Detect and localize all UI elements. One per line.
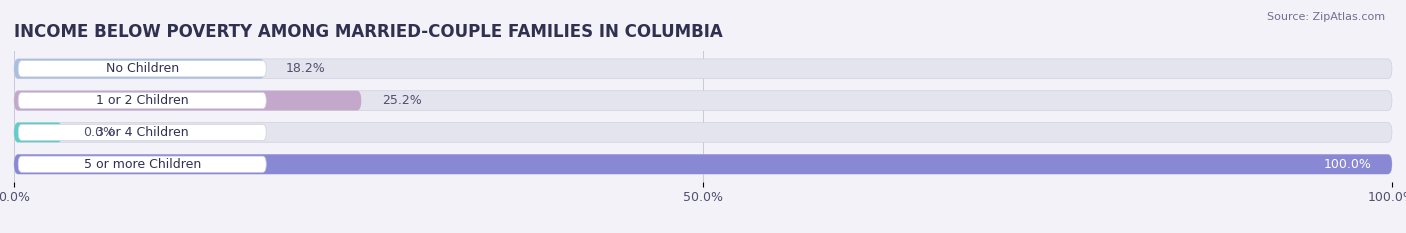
FancyBboxPatch shape: [14, 123, 62, 142]
Text: 18.2%: 18.2%: [285, 62, 325, 75]
FancyBboxPatch shape: [18, 124, 266, 140]
FancyBboxPatch shape: [14, 59, 1392, 79]
FancyBboxPatch shape: [14, 91, 1392, 110]
FancyBboxPatch shape: [14, 91, 361, 110]
Text: 3 or 4 Children: 3 or 4 Children: [96, 126, 188, 139]
FancyBboxPatch shape: [18, 156, 266, 172]
Text: 100.0%: 100.0%: [1323, 158, 1371, 171]
Text: Source: ZipAtlas.com: Source: ZipAtlas.com: [1267, 12, 1385, 22]
FancyBboxPatch shape: [14, 59, 264, 79]
FancyBboxPatch shape: [18, 93, 266, 109]
Text: 25.2%: 25.2%: [382, 94, 422, 107]
FancyBboxPatch shape: [18, 61, 266, 77]
Text: 5 or more Children: 5 or more Children: [83, 158, 201, 171]
FancyBboxPatch shape: [14, 123, 1392, 142]
Text: 1 or 2 Children: 1 or 2 Children: [96, 94, 188, 107]
Text: 0.0%: 0.0%: [83, 126, 115, 139]
FancyBboxPatch shape: [14, 154, 1392, 174]
Text: No Children: No Children: [105, 62, 179, 75]
FancyBboxPatch shape: [14, 154, 1392, 174]
Text: INCOME BELOW POVERTY AMONG MARRIED-COUPLE FAMILIES IN COLUMBIA: INCOME BELOW POVERTY AMONG MARRIED-COUPL…: [14, 23, 723, 41]
